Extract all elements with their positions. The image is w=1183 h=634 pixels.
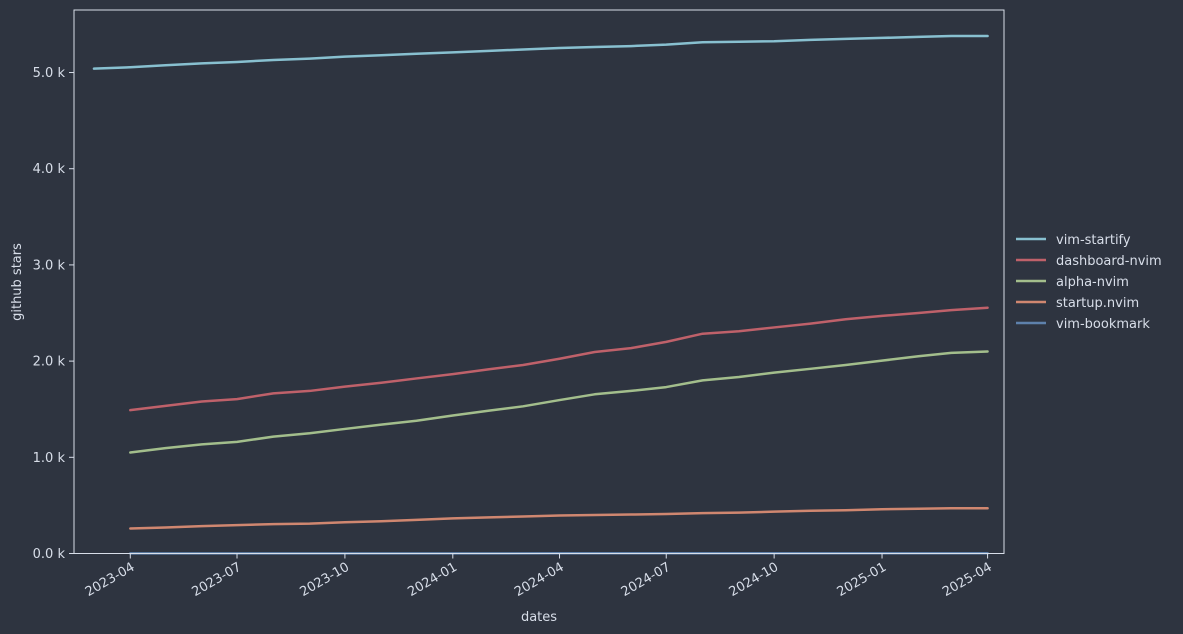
y-tick-label: 5.0 k bbox=[33, 66, 66, 81]
legend-label: vim-bookmark bbox=[1056, 317, 1150, 332]
legend-label: dashboard-nvim bbox=[1056, 254, 1162, 269]
y-tick-label: 2.0 k bbox=[33, 355, 66, 370]
x-axis-label: dates bbox=[521, 610, 557, 625]
legend-label: vim-startify bbox=[1056, 233, 1131, 248]
y-tick-label: 4.0 k bbox=[33, 162, 66, 177]
y-tick-label: 1.0 k bbox=[33, 451, 66, 466]
legend-label: alpha-nvim bbox=[1056, 275, 1129, 290]
legend-label: startup.nvim bbox=[1056, 296, 1139, 311]
y-tick-label: 0.0 k bbox=[33, 547, 66, 562]
series-line-alpha-nvim bbox=[129, 350, 989, 454]
series-line-vim-startify bbox=[92, 34, 989, 70]
y-tick-label: 3.0 k bbox=[33, 258, 66, 273]
legend: vim-startify dashboard-nvim alpha-nvim star… bbox=[1016, 233, 1162, 332]
y-axis: 0.0 k 1.0 k 2.0 k 3.0 k 4.0 k 5.0 k bbox=[33, 66, 74, 562]
series-line-dashboard-nvim bbox=[129, 306, 989, 412]
plot-frame bbox=[73, 9, 1005, 554]
y-axis-label: github stars bbox=[10, 243, 25, 321]
series-line-startup-nvim bbox=[129, 507, 989, 530]
